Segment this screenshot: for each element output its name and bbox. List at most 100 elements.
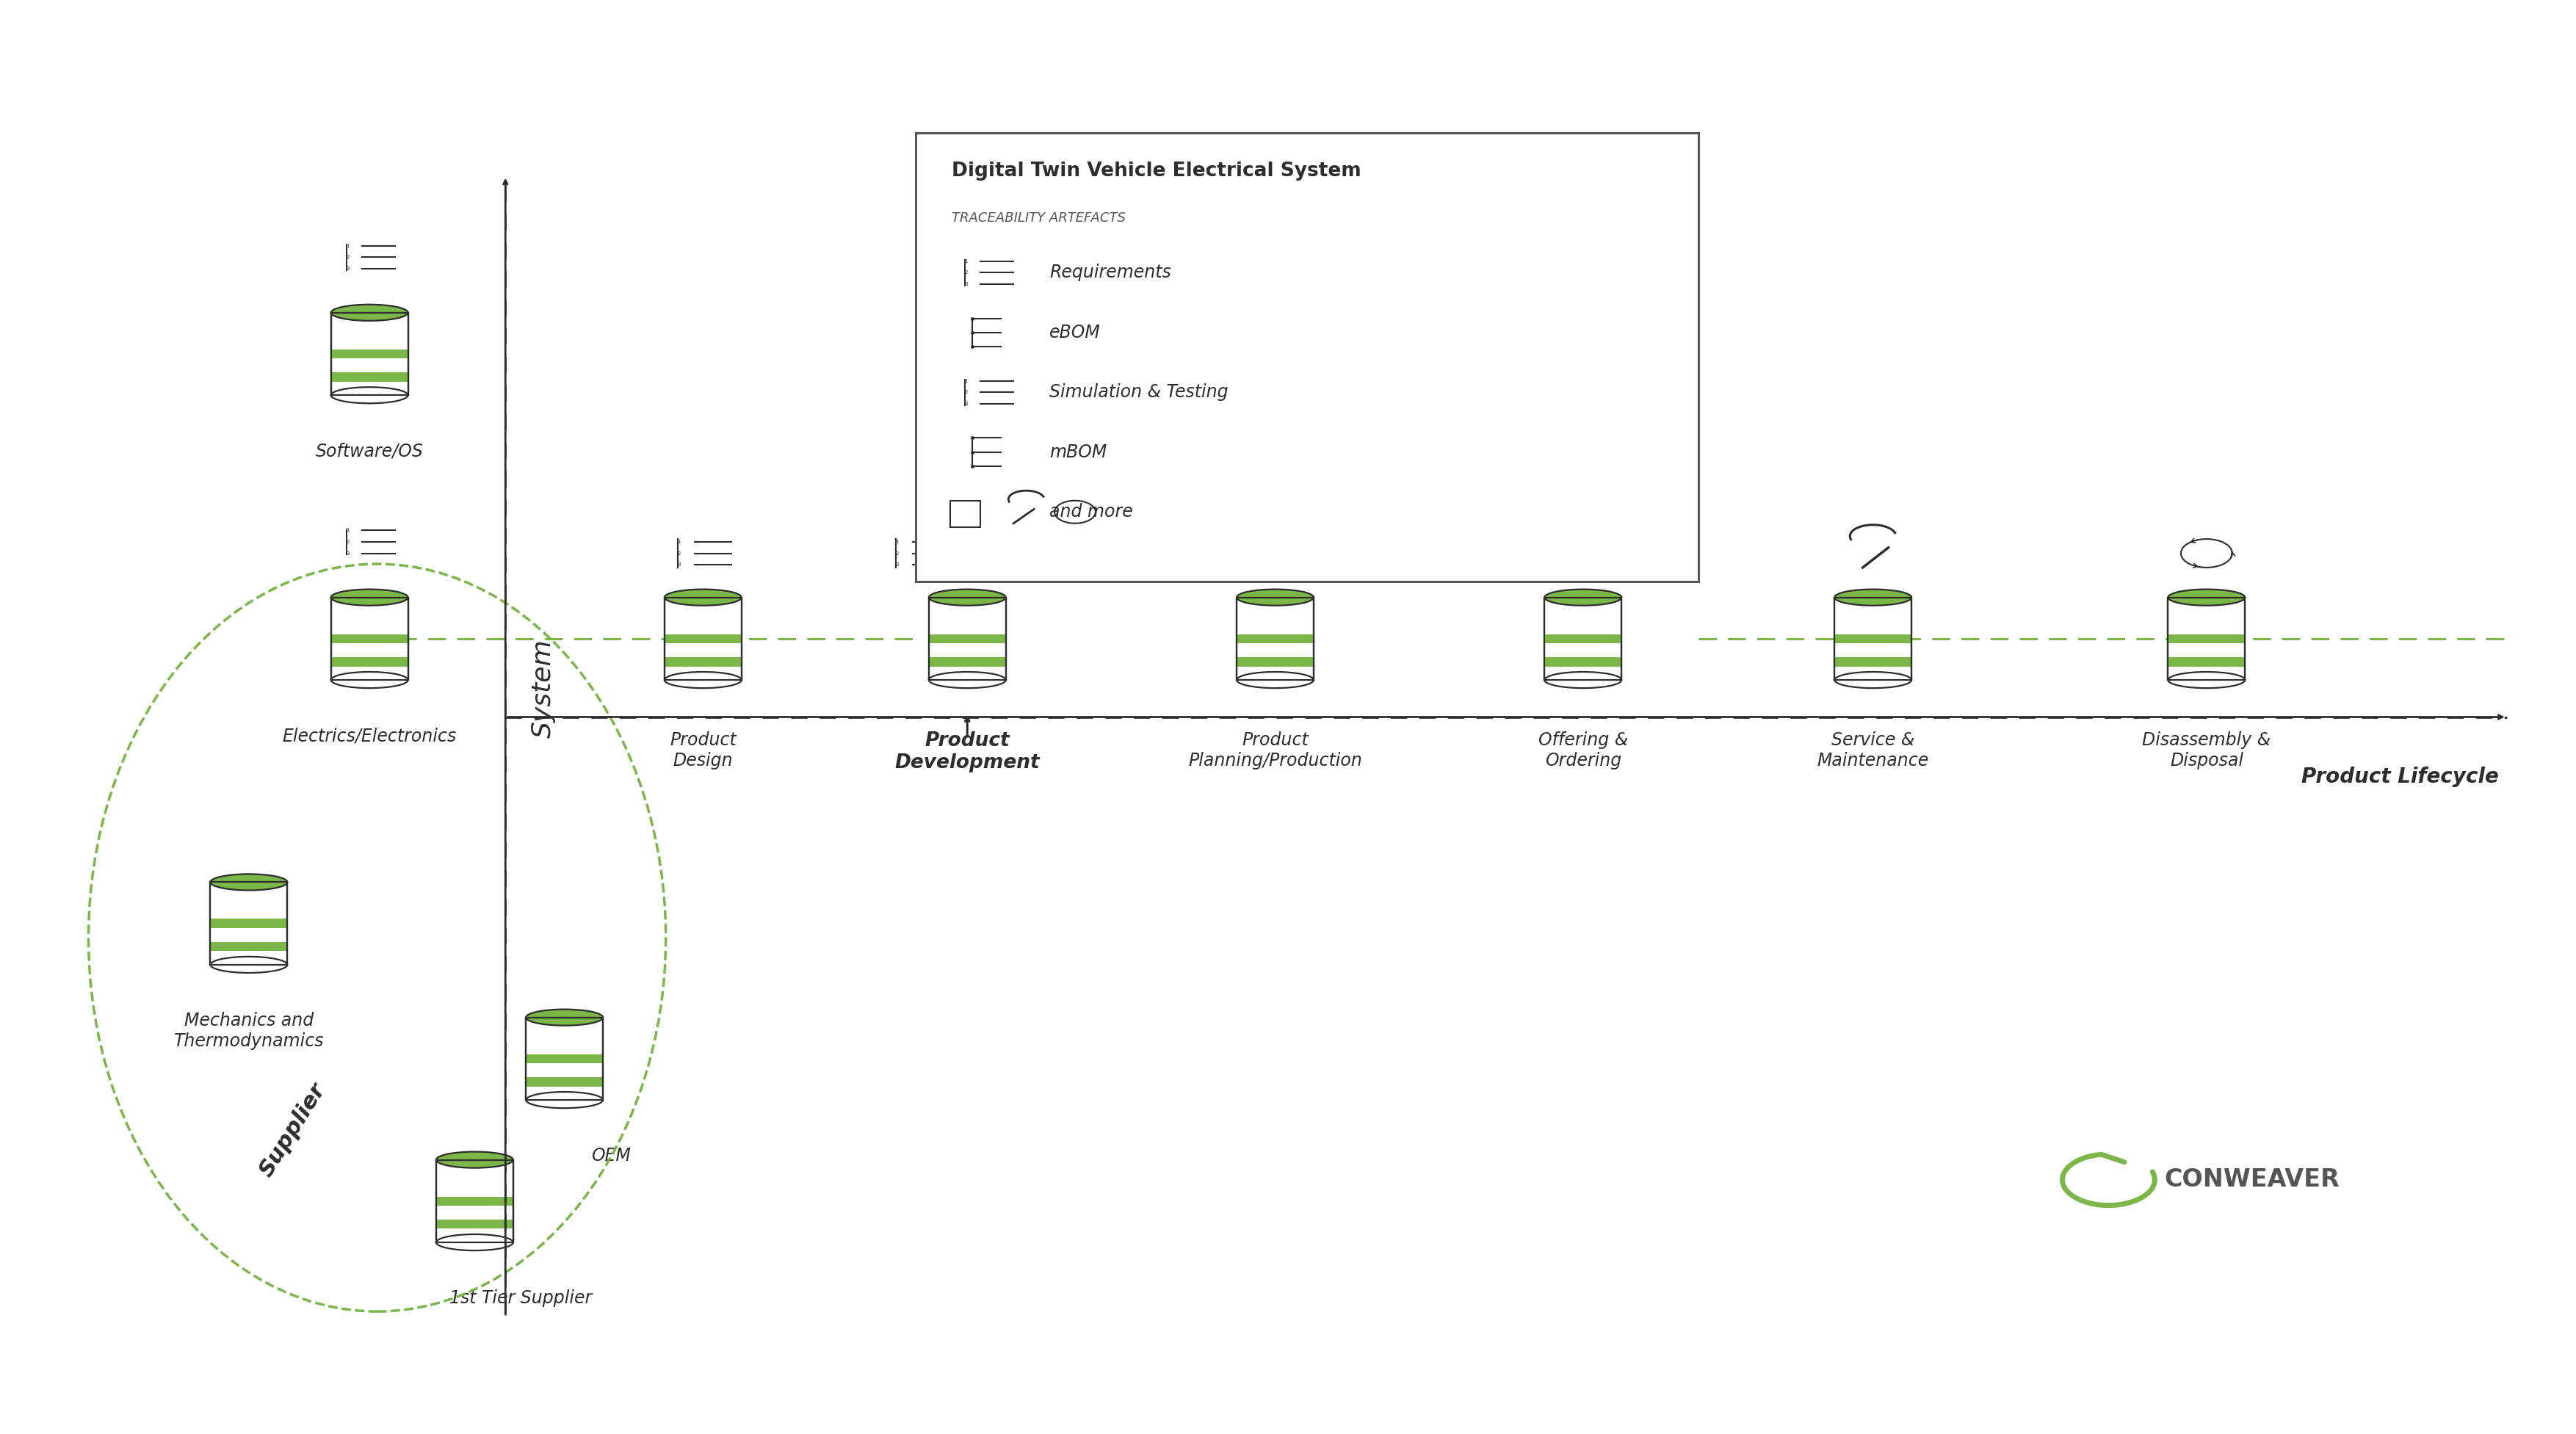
Text: 1: 1 <box>963 260 969 264</box>
Ellipse shape <box>435 1152 513 1167</box>
Bar <box>2169 598 2246 680</box>
Text: 2: 2 <box>345 539 350 543</box>
Text: Simulation & Testing: Simulation & Testing <box>1048 383 1229 402</box>
Bar <box>1236 634 1314 644</box>
Ellipse shape <box>1834 589 1911 605</box>
Text: 2: 2 <box>677 551 680 555</box>
Bar <box>330 598 407 680</box>
Bar <box>930 634 1005 644</box>
Text: 3: 3 <box>963 282 969 287</box>
Text: 1: 1 <box>963 379 969 383</box>
Ellipse shape <box>1236 673 1314 688</box>
Text: Service &
Maintenance: Service & Maintenance <box>1816 731 1929 769</box>
Text: 3: 3 <box>345 267 350 271</box>
Text: 1st Tier Supplier: 1st Tier Supplier <box>448 1289 592 1306</box>
Text: Electrics/Electronics: Electrics/Electronics <box>283 727 456 744</box>
Ellipse shape <box>435 1235 513 1250</box>
Bar <box>1236 598 1314 680</box>
Text: 1: 1 <box>345 528 350 532</box>
Text: TRACEABILITY ARTEFACTS: TRACEABILITY ARTEFACTS <box>953 212 1126 225</box>
Text: 3: 3 <box>896 562 899 566</box>
Bar <box>526 1017 603 1100</box>
Ellipse shape <box>1546 589 1620 605</box>
Bar <box>526 1054 603 1063</box>
Text: OEM: OEM <box>590 1147 631 1164</box>
Bar <box>1546 657 1620 667</box>
Text: Disassembly &
Disposal: Disassembly & Disposal <box>2143 731 2272 769</box>
Text: 1: 1 <box>677 539 680 543</box>
Text: 1: 1 <box>345 244 350 248</box>
Ellipse shape <box>330 387 407 403</box>
Bar <box>211 882 289 965</box>
Ellipse shape <box>211 956 289 972</box>
Ellipse shape <box>1834 673 1911 688</box>
Bar <box>2169 657 2246 667</box>
Ellipse shape <box>1236 589 1314 605</box>
Bar <box>930 598 1005 680</box>
Text: 2: 2 <box>963 390 969 394</box>
Bar <box>665 634 742 644</box>
Text: 1: 1 <box>896 539 899 543</box>
Ellipse shape <box>2169 673 2246 688</box>
Bar <box>1834 657 1911 667</box>
Text: 3: 3 <box>677 562 680 566</box>
Bar <box>665 657 742 667</box>
Bar <box>330 313 407 396</box>
Bar <box>526 1077 603 1087</box>
Ellipse shape <box>526 1010 603 1025</box>
Text: Product Lifecycle: Product Lifecycle <box>2300 767 2499 787</box>
Ellipse shape <box>930 589 1005 605</box>
Ellipse shape <box>211 875 289 891</box>
Ellipse shape <box>330 589 407 605</box>
Ellipse shape <box>665 589 742 605</box>
Bar <box>2169 598 2246 680</box>
Text: CONWEAVER: CONWEAVER <box>2164 1167 2339 1192</box>
Bar <box>1236 598 1314 680</box>
Bar <box>665 598 742 680</box>
Bar <box>435 1220 513 1229</box>
Bar <box>1546 598 1620 680</box>
Text: Product
Design: Product Design <box>670 731 737 769</box>
Bar <box>665 598 742 680</box>
Text: eBOM: eBOM <box>1048 324 1100 341</box>
Text: 2: 2 <box>345 255 350 260</box>
Bar <box>930 598 1005 680</box>
Text: Mechanics and
Thermodynamics: Mechanics and Thermodynamics <box>173 1012 325 1050</box>
Bar <box>1834 598 1911 680</box>
Text: mBOM: mBOM <box>1048 443 1108 460</box>
Text: Software/OS: Software/OS <box>314 442 422 460</box>
Bar <box>930 657 1005 667</box>
Text: 3: 3 <box>345 551 350 555</box>
Ellipse shape <box>330 304 407 321</box>
Bar <box>435 1160 513 1242</box>
Ellipse shape <box>1546 673 1620 688</box>
Text: 2: 2 <box>896 551 899 555</box>
Bar <box>1236 657 1314 667</box>
Text: 3: 3 <box>963 402 969 406</box>
Text: Offering &
Ordering: Offering & Ordering <box>1538 731 1628 769</box>
Ellipse shape <box>930 673 1005 688</box>
Text: and more: and more <box>1048 503 1133 521</box>
Text: Digital Twin Vehicle Electrical System: Digital Twin Vehicle Electrical System <box>953 162 1363 181</box>
Bar <box>1834 598 1911 680</box>
Text: System: System <box>531 640 556 739</box>
Bar <box>330 657 407 667</box>
Bar <box>1834 634 1911 644</box>
Bar <box>211 882 289 965</box>
Text: Supplier: Supplier <box>255 1080 330 1180</box>
Bar <box>526 1017 603 1100</box>
Ellipse shape <box>2169 589 2246 605</box>
FancyBboxPatch shape <box>917 133 1698 582</box>
Bar <box>2169 634 2246 644</box>
Bar <box>211 919 289 928</box>
Ellipse shape <box>665 673 742 688</box>
Text: Product
Planning/Production: Product Planning/Production <box>1188 731 1363 769</box>
Bar <box>330 313 407 396</box>
Bar <box>435 1196 513 1206</box>
Bar <box>211 942 289 951</box>
Bar <box>330 373 407 381</box>
Text: 2: 2 <box>963 271 969 275</box>
Text: Product
Development: Product Development <box>894 731 1041 773</box>
Ellipse shape <box>330 673 407 688</box>
Bar <box>330 598 407 680</box>
